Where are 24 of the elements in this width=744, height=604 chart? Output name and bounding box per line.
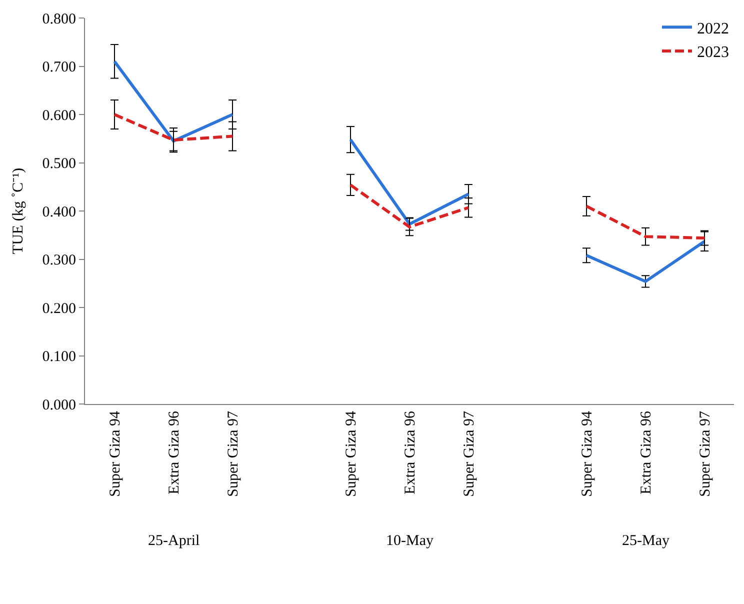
x-tick-label: Extra Giza 96 bbox=[638, 410, 654, 494]
legend-label: 2023 bbox=[697, 44, 729, 62]
x-tick-label: Super Giza 97 bbox=[461, 410, 478, 497]
y-tick-label: 0.000 bbox=[42, 397, 76, 414]
x-tick-label: Super Giza 94 bbox=[343, 410, 360, 497]
y-tick-label: 0.100 bbox=[42, 349, 76, 365]
x-tick-label: Super Giza 97 bbox=[697, 410, 714, 497]
y-tick-label: 0.400 bbox=[42, 204, 76, 220]
legend-label: 2022 bbox=[697, 20, 729, 38]
y-tick-label: 0.200 bbox=[42, 300, 76, 317]
x-tick-label: Super Giza 94 bbox=[107, 410, 124, 497]
y-tick-label: 0.800 bbox=[42, 11, 76, 28]
text: 25-May bbox=[622, 533, 670, 549]
x-tick-label: Extra Giza 96 bbox=[402, 410, 418, 494]
text: 25-April bbox=[148, 533, 200, 549]
y-tick-label: 0.600 bbox=[42, 108, 76, 124]
x-tick-label: Extra Giza 96 bbox=[166, 410, 182, 494]
text: 10-May bbox=[386, 533, 434, 549]
x-tick-label: Super Giza 97 bbox=[225, 410, 242, 497]
y-tick-label: 0.500 bbox=[42, 156, 76, 172]
y-axis-title: TUE (kg ˚C⁻¹) bbox=[10, 168, 26, 254]
y-tick-label: 0.700 bbox=[42, 60, 76, 76]
x-tick-label: Super Giza 94 bbox=[579, 410, 596, 497]
y-tick-label: 0.300 bbox=[42, 252, 76, 268]
